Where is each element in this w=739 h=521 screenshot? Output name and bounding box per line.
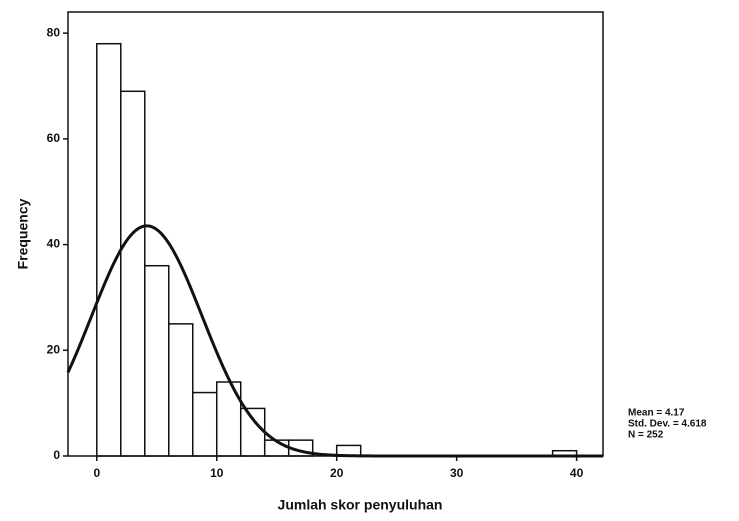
bar — [120, 90, 146, 457]
x-axis-label: Jumlah skor penyuluhan — [278, 497, 443, 513]
y-axis-label: Frequency — [15, 198, 31, 269]
x-tick-label: 40 — [570, 466, 584, 480]
bar — [192, 391, 218, 457]
bar — [239, 407, 266, 457]
y-tick-label: 40 — [47, 237, 61, 251]
bar — [168, 323, 194, 457]
x-tick-label: 10 — [210, 466, 224, 480]
bar — [96, 42, 122, 457]
bar — [144, 264, 170, 457]
y-tick-label: 20 — [47, 342, 61, 356]
y-tick-label: 80 — [47, 25, 61, 39]
y-tick-label: 60 — [47, 131, 61, 145]
plot-frame — [67, 11, 604, 457]
x-tick-label: 30 — [450, 466, 464, 480]
stat-label: N = 252 — [628, 430, 664, 441]
y-tick-label: 0 — [53, 448, 60, 462]
x-tick-label: 0 — [93, 466, 100, 480]
stat-label: Std. Dev. = 4.618 — [628, 419, 707, 430]
x-tick-label: 20 — [330, 466, 344, 480]
stat-label: Mean = 4.17 — [628, 408, 685, 419]
